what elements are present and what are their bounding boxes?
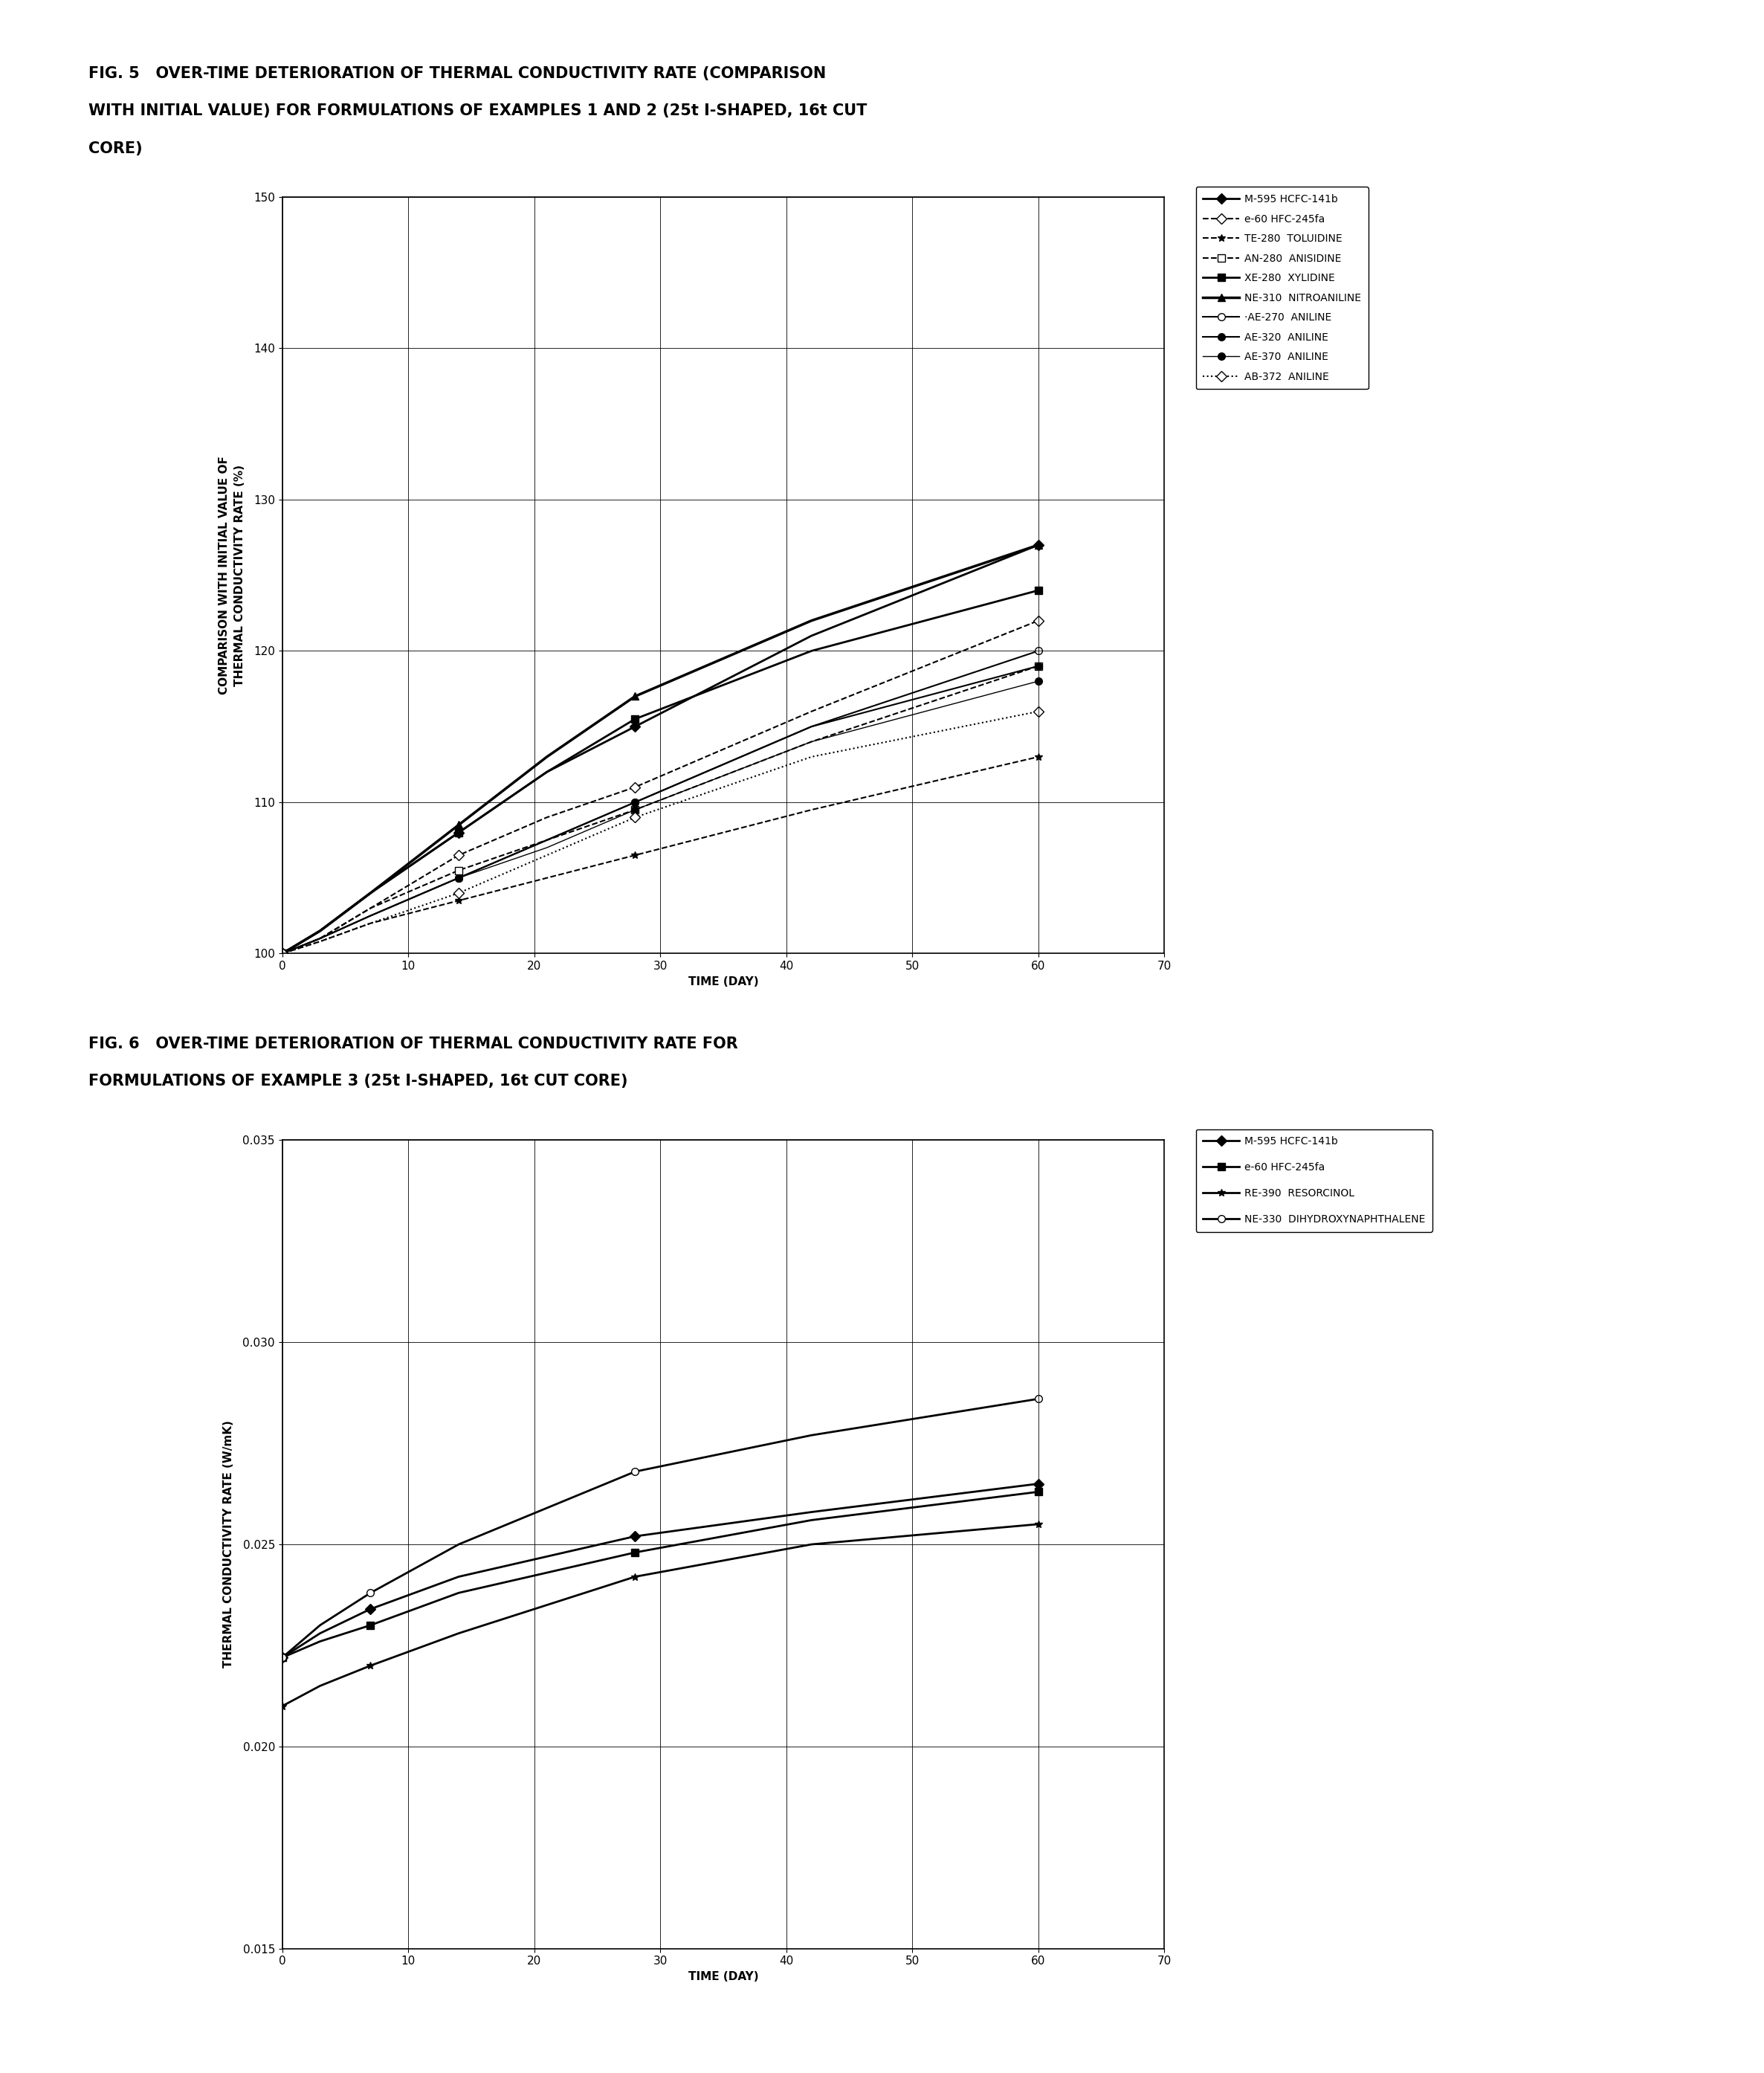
Legend: M-595 HCFC-141b, e-60 HFC-245fa, RE-390  RESORCINOL, NE-330  DIHYDROXYNAPHTHALEN: M-595 HCFC-141b, e-60 HFC-245fa, RE-390 … (1196, 1130, 1432, 1231)
Y-axis label: COMPARISON WITH INITIAL VALUE OF
THERMAL CONDUCTIVITY RATE (%): COMPARISON WITH INITIAL VALUE OF THERMAL… (219, 456, 245, 694)
Text: FORMULATIONS OF EXAMPLE 3 (25t I-SHAPED, 16t CUT CORE): FORMULATIONS OF EXAMPLE 3 (25t I-SHAPED,… (88, 1074, 628, 1088)
Text: FIG. 5   OVER-TIME DETERIORATION OF THERMAL CONDUCTIVITY RATE (COMPARISON: FIG. 5 OVER-TIME DETERIORATION OF THERMA… (88, 66, 826, 81)
X-axis label: TIME (DAY): TIME (DAY) (688, 1971, 759, 1982)
X-axis label: TIME (DAY): TIME (DAY) (688, 976, 759, 987)
Y-axis label: THERMAL CONDUCTIVITY RATE (W/mK): THERMAL CONDUCTIVITY RATE (W/mK) (224, 1420, 235, 1669)
Legend: M-595 HCFC-141b, e-60 HFC-245fa, TE-280  TOLUIDINE, AN-280  ANISIDINE, XE-280  X: M-595 HCFC-141b, e-60 HFC-245fa, TE-280 … (1196, 187, 1369, 390)
Text: CORE): CORE) (88, 141, 143, 155)
Text: FIG. 6   OVER-TIME DETERIORATION OF THERMAL CONDUCTIVITY RATE FOR: FIG. 6 OVER-TIME DETERIORATION OF THERMA… (88, 1036, 737, 1051)
Text: WITH INITIAL VALUE) FOR FORMULATIONS OF EXAMPLES 1 AND 2 (25t I-SHAPED, 16t CUT: WITH INITIAL VALUE) FOR FORMULATIONS OF … (88, 104, 866, 118)
